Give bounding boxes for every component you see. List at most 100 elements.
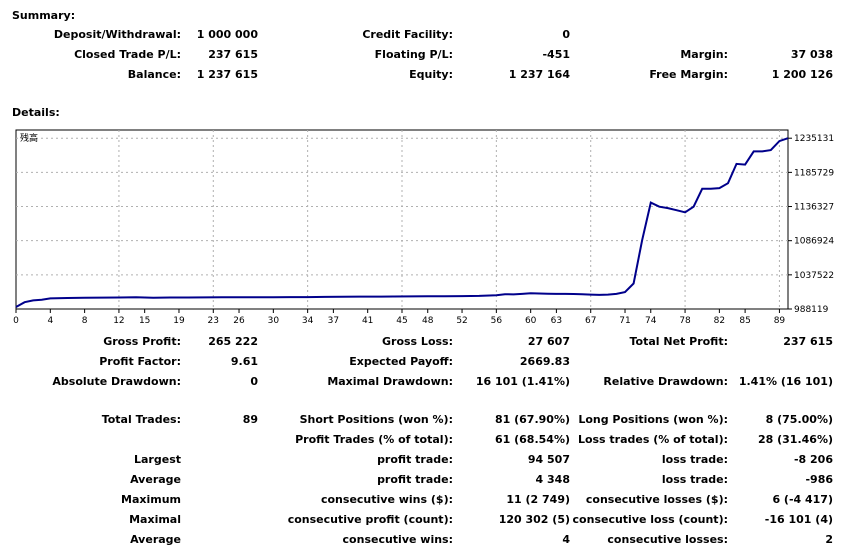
average-profit-value: 4 348 [535,473,570,486]
relative-drawdown-label: Relative Drawdown: [603,375,728,388]
closed-pl-label: Closed Trade P/L: [74,48,181,61]
absolute-drawdown-value: 0 [250,375,258,388]
total-trades-label: Total Trades: [101,413,181,426]
deposit-label: Deposit/Withdrawal: [53,28,181,41]
x-tick-label: 78 [679,316,691,326]
total-net-profit-value: 237 615 [783,335,833,348]
absolute-drawdown-label: Absolute Drawdown: [52,375,181,388]
x-tick-label: 67 [585,316,596,326]
x-tick-label: 26 [233,316,245,326]
profit-factor-value: 9.61 [230,355,258,368]
gross-profit-value: 265 222 [208,335,258,348]
credit-label: Credit Facility: [362,28,453,41]
maximal-loss-value: -16 101 (4) [764,513,833,526]
largest-profit-value: 94 507 [527,453,570,466]
y-tick-label: 988119 [794,305,829,315]
x-tick-label: 52 [456,316,467,326]
equity-value: 1 237 164 [508,68,570,81]
balance-chart: 1235131 1185729 1136327 1086924 1037522 98811… [13,129,834,326]
maximal-drawdown-label: Maximal Drawdown: [327,375,453,388]
maximal-drawdown-value: 16 101 (1.41%) [475,375,570,388]
x-tick-label: 34 [302,316,314,326]
profit-trades-label: Profit Trades (% of total): [295,433,453,446]
gross-profit-label: Gross Profit: [103,335,181,348]
balance-value: 1 237 615 [196,68,258,81]
max-wins-label: consecutive wins ($): [320,493,453,506]
y-tick-label: 1037522 [794,271,834,281]
relative-drawdown-value: 1.41% (16 101) [738,375,833,388]
avg-losses-value: 2 [825,533,833,546]
summary-title: Summary: [12,9,76,22]
x-tick-label: 45 [396,316,407,326]
x-tick-label: 82 [714,316,725,326]
x-tick-label: 56 [491,316,503,326]
average-label: Average [130,473,181,486]
free-margin-value: 1 200 126 [771,68,833,81]
maximal-profit-value: 120 302 (5) [498,513,570,526]
x-tick-label: 15 [139,316,150,326]
balance-line [15,137,789,308]
gross-loss-label: Gross Loss: [382,335,453,348]
loss-trades-label: Loss trades (% of total): [577,433,728,446]
average2-label: Average [130,533,181,546]
x-tick-label: 19 [173,316,185,326]
avg-wins-value: 4 [562,533,570,546]
largest-loss-label: loss trade: [661,453,728,466]
y-tick-label: 1086924 [794,237,834,247]
x-tick-label: 8 [82,316,88,326]
average-loss-value: -986 [805,473,833,486]
x-tick-label: 41 [362,316,373,326]
largest-profit-label: profit trade: [377,453,453,466]
margin-value: 37 038 [790,48,833,61]
expected-payoff-label: Expected Payoff: [349,355,453,368]
deposit-value: 1 000 000 [196,28,258,41]
x-tick-label: 30 [268,316,280,326]
max-losses-value: 6 (-4 417) [772,493,833,506]
margin-label: Margin: [680,48,728,61]
avg-wins-label: consecutive wins: [342,533,453,546]
maximal-label: Maximal [129,513,181,526]
x-tick-label: 12 [113,316,124,326]
chart-frame [15,129,789,310]
average-profit-label: profit trade: [377,473,453,486]
y-tick-label: 1136327 [794,203,834,213]
equity-label: Equity: [409,68,453,81]
x-tick-label: 37 [328,316,339,326]
long-positions-value: 8 (75.00%) [765,413,833,426]
y-tick-label: 1185729 [794,168,834,178]
largest-label: Largest [134,453,181,466]
x-tick-label: 23 [208,316,219,326]
x-tick-label: 60 [525,316,537,326]
x-tick-label: 89 [774,316,786,326]
loss-trades-value: 28 (31.46%) [757,433,833,446]
profit-trades-value: 61 (68.54%) [494,433,570,446]
long-positions-label: Long Positions (won %): [578,413,728,426]
total-net-profit-label: Total Net Profit: [629,335,729,348]
closed-pl-value: 237 615 [208,48,258,61]
maximal-loss-label: consecutive loss (count): [572,513,728,526]
profit-factor-label: Profit Factor: [99,355,181,368]
short-positions-label: Short Positions (won %): [299,413,453,426]
x-tick-label: 63 [551,316,562,326]
average-loss-label: loss trade: [661,473,728,486]
details-title: Details: [12,106,60,119]
x-tick-label: 74 [645,316,657,326]
expected-payoff-value: 2669.83 [519,355,570,368]
chart-title: 残高 [20,132,38,144]
max-losses-label: consecutive losses ($): [585,493,728,506]
x-tick-label: 48 [422,316,434,326]
maximum-label: Maximum [121,493,181,506]
floating-value: -451 [542,48,570,61]
maximal-profit-label: consecutive profit (count): [287,513,453,526]
balance-label: Balance: [127,68,181,81]
largest-loss-value: -8 206 [793,453,833,466]
y-tick-label: 1235131 [794,134,834,144]
gross-loss-value: 27 607 [527,335,570,348]
max-wins-value: 11 (2 749) [506,493,570,506]
avg-losses-label: consecutive losses: [607,533,728,546]
x-tick-label: 71 [619,316,630,326]
free-margin-label: Free Margin: [649,68,728,81]
short-positions-value: 81 (67.90%) [494,413,570,426]
x-tick-label: 85 [739,316,750,326]
total-trades-value: 89 [242,413,258,426]
